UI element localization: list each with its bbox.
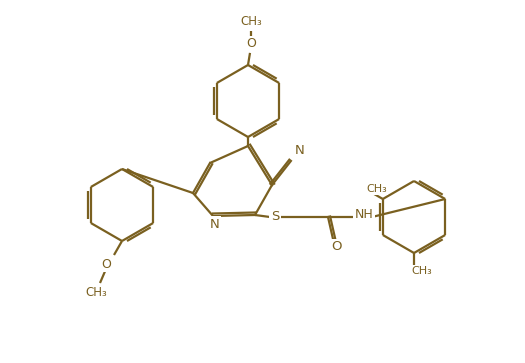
Text: N: N bbox=[210, 217, 220, 231]
Text: CH₃: CH₃ bbox=[85, 286, 107, 298]
Text: CH₃: CH₃ bbox=[366, 184, 387, 194]
Text: O: O bbox=[332, 241, 342, 253]
Text: N: N bbox=[295, 144, 305, 158]
Text: O: O bbox=[101, 257, 111, 270]
Text: CH₃: CH₃ bbox=[412, 266, 433, 276]
Text: NH: NH bbox=[354, 208, 373, 221]
Text: CH₃: CH₃ bbox=[240, 15, 262, 28]
Text: S: S bbox=[271, 211, 279, 224]
Text: O: O bbox=[246, 37, 256, 50]
